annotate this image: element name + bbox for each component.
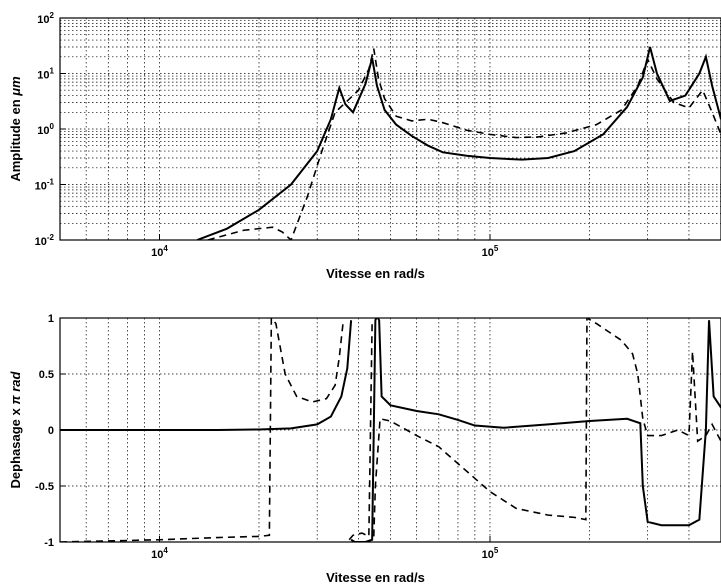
x-tick-label-exponent: 5 (494, 546, 499, 555)
x-tick-label-base: 10 (151, 247, 163, 259)
solid-series-line (196, 46, 721, 240)
grid (60, 18, 721, 240)
x-tick-label-exponent: 4 (163, 244, 168, 253)
y-tick-label: 0 (48, 425, 54, 437)
solid-series-line (377, 318, 721, 527)
y-axis-title-text: Amplitude en (8, 96, 23, 182)
x-tick-label: 105 (482, 244, 499, 259)
x-tick-label-base: 10 (482, 247, 494, 259)
y-tick-label-base: 10 (35, 236, 47, 248)
y-tick-label: -0.5 (35, 481, 54, 493)
y-tick-label-base: 10 (37, 70, 49, 82)
x-axis-title: Vitesse en rad/s (326, 570, 425, 585)
y-axis-title-unit: π rad (8, 370, 23, 404)
y-tick-label: 10-2 (35, 233, 55, 248)
y-tick-label-base: 10 (35, 181, 47, 193)
dashed-series-line (207, 48, 721, 240)
series-group (60, 318, 721, 542)
y-axis-title: Dephasage x π rad (8, 370, 23, 488)
dashed-series-line (348, 320, 373, 541)
x-tick-label-exponent: 4 (163, 546, 168, 555)
x-tick-label-base: 10 (482, 549, 494, 561)
series-group (196, 46, 721, 240)
x-tick-label: 104 (151, 546, 168, 561)
y-tick-label-exponent: 1 (50, 67, 55, 76)
dashed-series-line (372, 318, 721, 537)
y-tick-label: 100 (37, 122, 54, 137)
y-tick-label: 1 (48, 313, 54, 325)
y-axis-title: Amplitude en μm (8, 76, 23, 182)
y-tick-label: 0.5 (39, 369, 54, 381)
dashed-series-line (60, 318, 345, 542)
y-tick-label-exponent: -2 (47, 233, 55, 242)
y-axis-title-text: Dephasage x (8, 405, 23, 489)
x-axis-title: Vitesse en rad/s (326, 266, 425, 281)
y-tick-label-exponent: 2 (50, 11, 55, 20)
y-tick-label-exponent: -1 (47, 178, 55, 187)
y-tick-label: 102 (37, 11, 54, 26)
y-tick-label-base: 10 (37, 125, 49, 137)
solid-series-line (60, 320, 353, 431)
x-tick-label: 104 (151, 244, 168, 259)
x-tick-label-base: 10 (151, 549, 163, 561)
y-tick-label: 10-1 (35, 178, 55, 193)
y-tick-label-exponent: 0 (50, 122, 55, 131)
x-tick-label: 105 (482, 546, 499, 561)
y-tick-label-base: 10 (37, 14, 49, 26)
y-tick-label: -1 (44, 537, 54, 549)
y-axis-title-unit: μm (8, 76, 23, 97)
solid-series-line (350, 318, 378, 542)
y-tick-label: 101 (37, 67, 54, 82)
x-tick-label-exponent: 5 (494, 244, 499, 253)
